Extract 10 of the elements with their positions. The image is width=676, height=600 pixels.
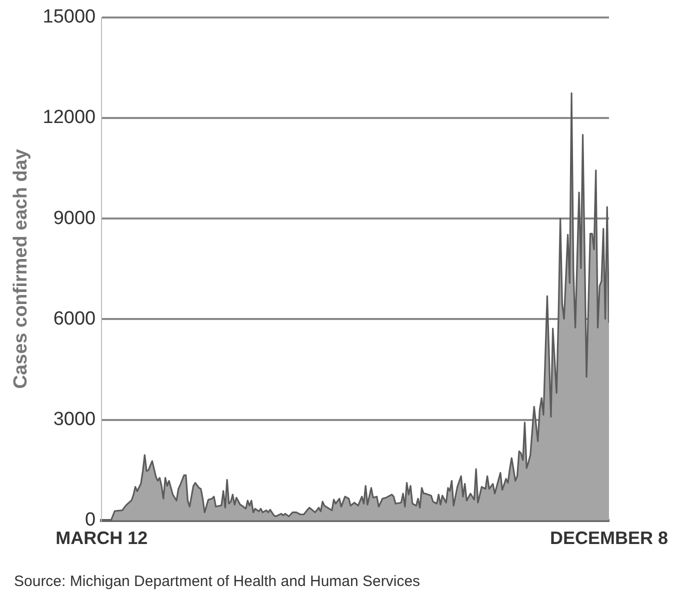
y-tick-label: 9000 bbox=[53, 208, 96, 229]
y-tick-label: 12000 bbox=[42, 107, 96, 128]
y-tick-label: 15000 bbox=[42, 6, 96, 28]
source-note: Source: Michigan Department of Health and Human Services bbox=[14, 573, 420, 590]
y-tick-label: 6000 bbox=[53, 308, 96, 330]
y-tick-label: 0 bbox=[85, 510, 96, 531]
x-tick-label: MARCH 12 bbox=[56, 528, 148, 548]
x-tick-label: DECEMBER 8 bbox=[550, 528, 668, 548]
y-axis-title: Cases confirmed each day bbox=[10, 148, 32, 389]
y-tick-label: 3000 bbox=[53, 409, 96, 430]
